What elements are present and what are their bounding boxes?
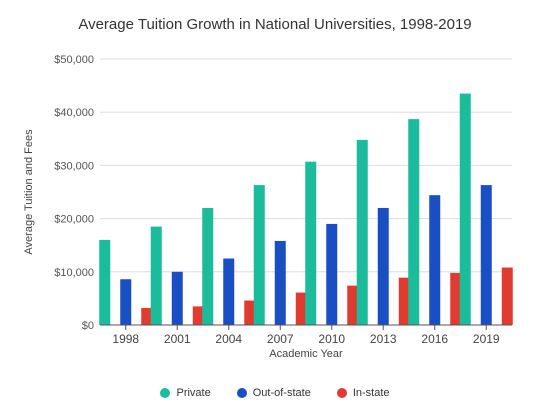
legend-item: Out-of-state [236, 387, 311, 399]
bar-in-state-1998 [141, 307, 153, 325]
legend-dot-icon [236, 388, 247, 398]
bar-out-of-state-2010 [326, 223, 338, 325]
bar-out-of-state-2019 [480, 185, 492, 325]
y-axis-ticks: $0 $10,000 $20,000 $30,000 $40,000 $50,000 [54, 54, 94, 332]
bar-private-1998 [99, 239, 111, 325]
bar-out-of-state-2007 [274, 240, 286, 325]
x-tick-label: 2004 [215, 332, 242, 346]
legend-label: Private [176, 387, 211, 399]
legend: Private Out-of-state In-state [0, 387, 550, 399]
y-axis-label: Average Tuition and Fees [23, 129, 35, 255]
bar-in-state-2007 [295, 292, 307, 325]
bar-private-2016 [408, 119, 420, 325]
x-tick-label: 2013 [370, 332, 397, 346]
y-tick-label: $40,000 [54, 107, 94, 119]
y-tick-label: $20,000 [54, 214, 94, 226]
y-tick-label: $30,000 [54, 160, 94, 172]
bars [99, 93, 513, 325]
bar-out-of-state-2016 [429, 195, 441, 325]
bar-in-state-2013 [398, 277, 410, 325]
x-axis-label: Academic Year [269, 348, 343, 360]
bar-in-state-2019 [501, 267, 513, 325]
x-tick-label: 1998 [112, 332, 139, 346]
x-tick-label: 2001 [164, 332, 191, 346]
bar-in-state-2001 [192, 306, 204, 325]
x-tick-label: 2007 [267, 332, 294, 346]
legend-item: In-state [336, 387, 390, 399]
x-tick-label: 2019 [473, 332, 500, 346]
bar-out-of-state-2004 [223, 258, 235, 325]
x-axis-ticks: 1998 2001 2004 2007 2010 2013 2016 2019 [112, 325, 500, 346]
bar-out-of-state-2001 [171, 271, 183, 325]
y-tick-label: $50,000 [54, 54, 94, 66]
legend-dot-icon [160, 388, 171, 398]
bar-private-2019 [459, 93, 471, 325]
legend-dot-icon [336, 388, 347, 398]
bar-in-state-2010 [347, 285, 359, 325]
x-tick-label: 2010 [318, 332, 345, 346]
bar-out-of-state-1998 [120, 279, 132, 325]
chart-title: Average Tuition Growth in National Unive… [78, 16, 472, 33]
bar-in-state-2004 [244, 300, 256, 325]
bar-private-2007 [253, 185, 265, 325]
legend-item: Private [160, 387, 211, 399]
bar-private-2001 [150, 226, 162, 325]
y-tick-label: $0 [82, 320, 94, 332]
x-tick-label: 2016 [421, 332, 448, 346]
bar-private-2004 [202, 207, 214, 325]
bar-out-of-state-2013 [377, 207, 389, 325]
bar-private-2013 [356, 139, 368, 325]
bar-private-2010 [305, 161, 317, 325]
bar-in-state-2016 [450, 272, 462, 325]
legend-label: Out-of-state [252, 387, 311, 399]
y-tick-label: $10,000 [54, 267, 94, 279]
legend-label: In-state [352, 387, 390, 399]
